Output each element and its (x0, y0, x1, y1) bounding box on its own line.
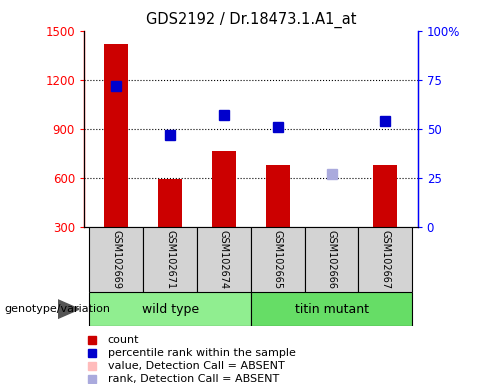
Text: GSM102666: GSM102666 (326, 230, 336, 289)
Bar (373, 165, 397, 227)
Text: count: count (108, 335, 139, 345)
Polygon shape (58, 300, 79, 319)
Text: genotype/variation: genotype/variation (5, 304, 111, 314)
Bar (158, 179, 182, 227)
Text: GSM102669: GSM102669 (111, 230, 121, 289)
Bar (197, 227, 251, 292)
Bar (265, 165, 290, 227)
Bar (143, 227, 197, 292)
Bar (212, 152, 236, 227)
Bar (251, 227, 305, 292)
Text: percentile rank within the sample: percentile rank within the sample (108, 348, 296, 358)
Text: GSM102671: GSM102671 (165, 230, 175, 289)
Title: GDS2192 / Dr.18473.1.A1_at: GDS2192 / Dr.18473.1.A1_at (145, 12, 356, 28)
Bar (89, 292, 251, 326)
Text: GSM102665: GSM102665 (273, 230, 283, 289)
Bar (305, 227, 359, 292)
Text: GSM102667: GSM102667 (380, 230, 390, 289)
Text: GSM102674: GSM102674 (219, 230, 229, 289)
Bar (89, 227, 143, 292)
Bar (104, 44, 128, 227)
Text: wild type: wild type (142, 303, 199, 316)
Text: rank, Detection Call = ABSENT: rank, Detection Call = ABSENT (108, 374, 279, 384)
Bar (251, 292, 412, 326)
Text: titin mutant: titin mutant (295, 303, 369, 316)
Bar (359, 227, 412, 292)
Bar (319, 227, 344, 228)
Text: value, Detection Call = ABSENT: value, Detection Call = ABSENT (108, 361, 284, 371)
